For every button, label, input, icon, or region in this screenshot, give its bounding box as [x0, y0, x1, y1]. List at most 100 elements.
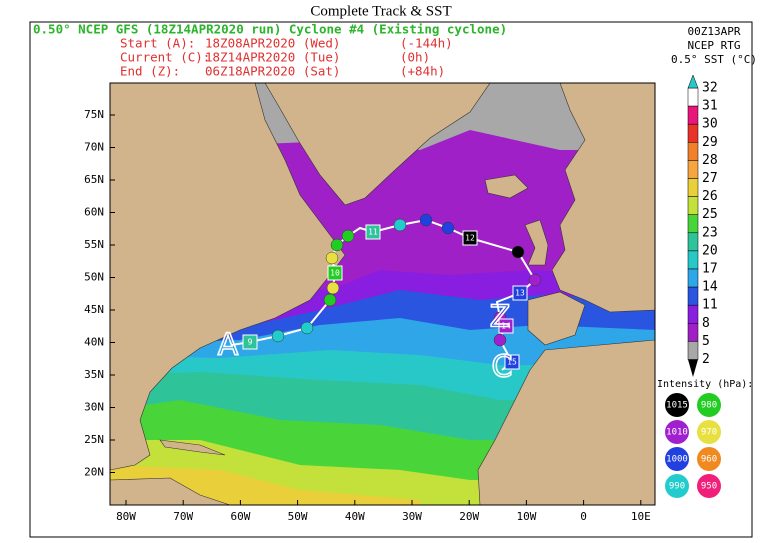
lat-label: 35N [84, 368, 104, 381]
day-marker [327, 265, 343, 281]
land-britain [524, 219, 549, 266]
colorbar-segment [687, 105, 699, 125]
day-label: 10 [330, 269, 340, 278]
header-field: 06Z18APR2020 (Sat) [205, 64, 340, 79]
header-field: Start (A): [120, 36, 195, 51]
day-marker [462, 230, 478, 246]
colorbar-label: 20 [702, 243, 718, 258]
day-marker [365, 224, 381, 240]
colorbar-label: 8 [702, 316, 710, 331]
lat-label: 45N [84, 303, 104, 316]
intensity-label: 970 [701, 428, 717, 438]
intensity-title: Intensity (hPa): [657, 379, 753, 390]
lon-label: 0 [580, 510, 587, 523]
colorbar-segment [687, 160, 699, 179]
track-point [419, 213, 433, 227]
lat-label: 20N [84, 466, 104, 479]
header-field: 18Z14APR2020 (Tue) [205, 50, 340, 65]
lon-label: 80W [116, 510, 136, 523]
track-point [330, 238, 344, 252]
colorbar-label: 2 [702, 352, 710, 367]
day-label: 14 [501, 322, 511, 331]
lon-label: 20W [459, 510, 479, 523]
track-point [325, 251, 339, 265]
day-marker [242, 334, 258, 350]
track-letter: Z [490, 300, 511, 335]
header-field: (+84h) [400, 64, 445, 79]
track-letter: C [492, 350, 513, 385]
land-cuba [159, 439, 226, 456]
colorbar-label: 28 [702, 153, 718, 168]
colorbar-segment [687, 304, 699, 324]
intensity-dot [697, 474, 721, 498]
lat-label: 55N [84, 238, 104, 251]
lon-label: 70W [173, 510, 193, 523]
day-label: 11 [368, 228, 378, 237]
lat-label: 65N [84, 173, 104, 186]
track-point [271, 329, 285, 343]
colorbar-label: 30 [702, 117, 718, 132]
colorbar-segment [687, 323, 699, 342]
lat-label: 75N [84, 108, 104, 121]
colorbar-label: 29 [702, 135, 718, 150]
day-label: 15 [507, 358, 517, 367]
colorbar-segment [687, 142, 699, 161]
track-point [393, 218, 407, 232]
colorbar-segment [687, 123, 699, 143]
intensity-dot [697, 393, 721, 417]
intensity-dot [665, 474, 689, 498]
intensity-dot [665, 447, 689, 471]
land-europe [551, 83, 655, 313]
lon-label: 50W [288, 510, 308, 523]
intensity-label: 1010 [666, 428, 688, 438]
track-point [528, 273, 542, 287]
colorbar-label: 5 [702, 334, 710, 349]
lon-label: 10W [516, 510, 536, 523]
track-point [323, 293, 337, 307]
map [110, 83, 655, 505]
day-marker [512, 285, 528, 301]
intensity-label: 960 [701, 455, 717, 465]
lon-label: 10E [631, 510, 651, 523]
colorbar-top [687, 74, 699, 89]
lat-label: 30N [84, 401, 104, 414]
lat-label: 70N [84, 141, 104, 154]
sst-header: NCEP RTG [688, 39, 741, 52]
intensity-dot [697, 420, 721, 444]
colorbar-label: 14 [702, 280, 718, 295]
day-label: 13 [515, 289, 525, 298]
colorbar-segment [687, 268, 699, 288]
colorbar-segment [687, 214, 699, 234]
header-field: 18Z08APR2020 (Wed) [205, 36, 340, 51]
colorbar-bottom [688, 359, 698, 377]
colorbar-label: 17 [702, 262, 718, 277]
intensity-dot [697, 447, 721, 471]
track-point [341, 229, 355, 243]
land-africa [477, 339, 655, 505]
sst-header: 0.5° SST (°C) [671, 53, 757, 66]
lon-label: 60W [230, 510, 250, 523]
lat-label: 40N [84, 336, 104, 349]
day-label: 9 [248, 338, 253, 347]
land-central-america [110, 477, 231, 505]
colorbar-label: 25 [702, 207, 718, 222]
intensity-label: 1000 [666, 455, 688, 465]
lon-label: 40W [345, 510, 365, 523]
colorbar-label: 27 [702, 171, 718, 186]
intensity-label: 990 [669, 482, 685, 492]
colorbar-label: 23 [702, 225, 718, 240]
colorbar-label: 31 [702, 99, 718, 114]
header-line: 0.50° NCEP GFS (18Z14APR2020 run) Cyclon… [33, 22, 507, 37]
track-point [441, 221, 455, 235]
colorbar-segment [687, 87, 699, 107]
land-iberia [527, 291, 586, 346]
day-label: 12 [465, 234, 475, 243]
intensity-label: 980 [701, 401, 717, 411]
track-point [511, 245, 525, 259]
header-field: Current (C): [120, 50, 210, 65]
intensity-dot [665, 393, 689, 417]
day-marker [504, 354, 520, 370]
intensity-label: 1015 [666, 401, 688, 411]
track: 9 10 11 12 13 14 15 A ZC [217, 213, 542, 385]
